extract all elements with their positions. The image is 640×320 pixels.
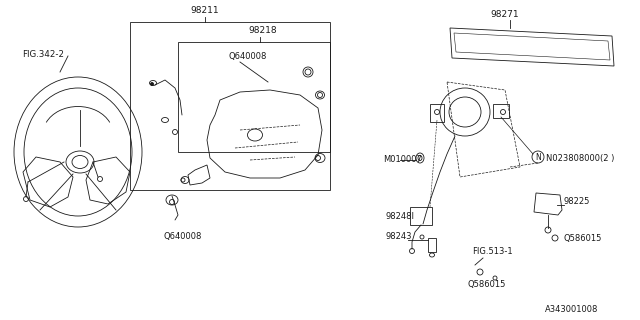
Text: 98211: 98211 <box>190 6 219 15</box>
Text: Q640008: Q640008 <box>163 232 202 241</box>
Text: A343001008: A343001008 <box>545 305 598 314</box>
Bar <box>410 207 432 225</box>
Text: 98225: 98225 <box>564 197 590 206</box>
Text: 98218: 98218 <box>248 26 276 35</box>
Text: 98271: 98271 <box>490 10 518 19</box>
Bar <box>428 238 436 252</box>
Text: FIG.513-1: FIG.513-1 <box>472 247 513 256</box>
Bar <box>178 42 330 152</box>
Bar <box>493 104 509 118</box>
Text: Q586015: Q586015 <box>467 280 506 289</box>
Text: 98248I: 98248I <box>385 212 414 221</box>
Text: N: N <box>535 153 541 162</box>
Text: N023808000(2 ): N023808000(2 ) <box>546 154 614 163</box>
Text: Q640008: Q640008 <box>228 52 266 61</box>
Text: 98243: 98243 <box>385 232 412 241</box>
Text: M010007: M010007 <box>383 155 422 164</box>
Text: FIG.342-2: FIG.342-2 <box>22 50 64 59</box>
Bar <box>430 104 444 122</box>
Text: Q586015: Q586015 <box>564 234 602 243</box>
Ellipse shape <box>150 83 154 85</box>
Bar <box>130 22 330 190</box>
